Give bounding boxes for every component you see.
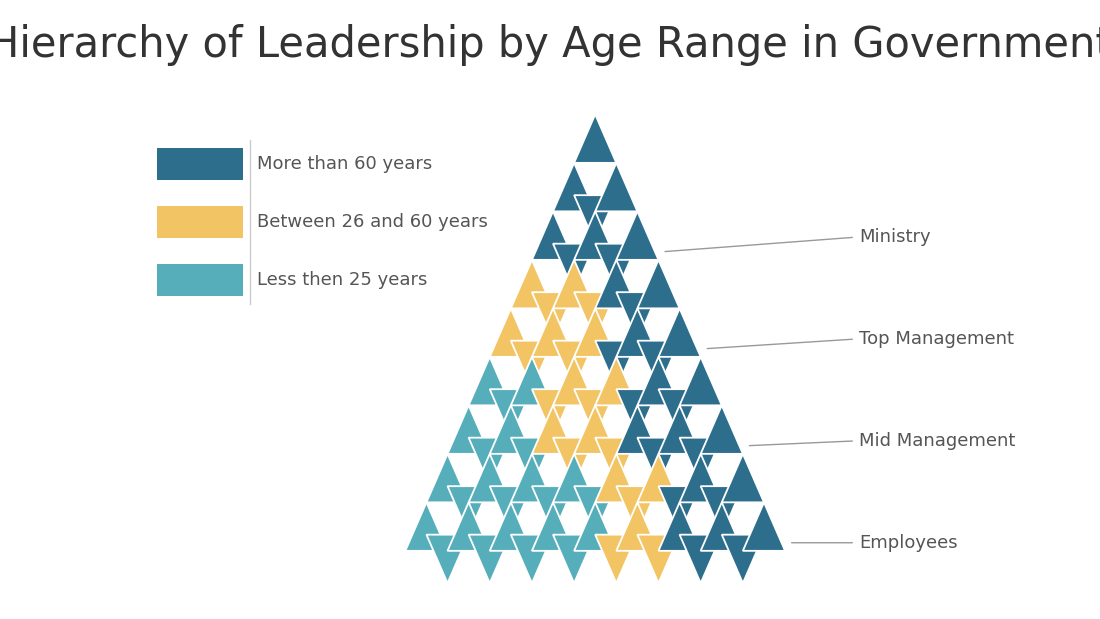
Polygon shape [427, 454, 469, 503]
Polygon shape [595, 535, 637, 583]
Polygon shape [722, 454, 764, 503]
Polygon shape [659, 486, 701, 535]
Polygon shape [574, 195, 616, 244]
Polygon shape [553, 438, 595, 486]
Polygon shape [469, 535, 510, 583]
Polygon shape [532, 405, 574, 454]
Polygon shape [722, 535, 764, 583]
Polygon shape [490, 389, 532, 438]
Polygon shape [680, 535, 722, 583]
Polygon shape [616, 211, 659, 260]
Polygon shape [553, 340, 595, 389]
Polygon shape [469, 454, 510, 503]
Polygon shape [532, 389, 574, 438]
FancyBboxPatch shape [156, 206, 243, 238]
Polygon shape [595, 340, 637, 389]
Polygon shape [510, 357, 553, 405]
Polygon shape [532, 503, 574, 551]
Text: Less then 25 years: Less then 25 years [257, 271, 427, 289]
Polygon shape [701, 503, 743, 551]
Polygon shape [680, 438, 722, 486]
Polygon shape [659, 503, 701, 551]
Polygon shape [637, 454, 680, 503]
Polygon shape [595, 244, 637, 292]
Polygon shape [595, 357, 637, 405]
Polygon shape [490, 503, 532, 551]
Polygon shape [574, 308, 616, 357]
Polygon shape [659, 308, 701, 357]
Polygon shape [553, 260, 595, 308]
FancyBboxPatch shape [156, 148, 243, 180]
Polygon shape [510, 438, 553, 486]
Polygon shape [637, 340, 680, 389]
Polygon shape [595, 438, 637, 486]
Polygon shape [659, 389, 701, 438]
Polygon shape [574, 115, 616, 163]
Polygon shape [553, 454, 595, 503]
Polygon shape [448, 486, 490, 535]
Polygon shape [574, 389, 616, 438]
Polygon shape [427, 535, 469, 583]
Polygon shape [595, 163, 637, 211]
Text: Mid Management: Mid Management [859, 432, 1015, 450]
FancyBboxPatch shape [156, 264, 243, 296]
Polygon shape [532, 292, 574, 340]
Polygon shape [510, 340, 553, 389]
Polygon shape [616, 389, 659, 438]
Polygon shape [469, 357, 510, 405]
Text: Ministry: Ministry [859, 228, 931, 246]
Polygon shape [616, 292, 659, 340]
Polygon shape [637, 260, 680, 308]
Polygon shape [553, 163, 595, 211]
Polygon shape [701, 486, 743, 535]
Polygon shape [448, 405, 490, 454]
Polygon shape [659, 405, 701, 454]
Polygon shape [532, 211, 574, 260]
Polygon shape [553, 244, 595, 292]
Polygon shape [616, 503, 659, 551]
Polygon shape [701, 405, 743, 454]
Polygon shape [510, 535, 553, 583]
Polygon shape [574, 292, 616, 340]
Polygon shape [742, 503, 785, 551]
Polygon shape [637, 357, 680, 405]
Text: More than 60 years: More than 60 years [257, 155, 432, 173]
Polygon shape [616, 486, 659, 535]
Polygon shape [574, 486, 616, 535]
Polygon shape [532, 486, 574, 535]
Polygon shape [553, 357, 595, 405]
Polygon shape [469, 438, 510, 486]
Text: Top Management: Top Management [859, 330, 1014, 348]
Polygon shape [574, 503, 616, 551]
Polygon shape [405, 503, 448, 551]
Text: Between 26 and 60 years: Between 26 and 60 years [257, 213, 487, 231]
Text: Hierarchy of Leadership by Age Range in Government: Hierarchy of Leadership by Age Range in … [0, 24, 1100, 66]
Polygon shape [637, 535, 680, 583]
Polygon shape [616, 308, 659, 357]
Polygon shape [595, 454, 637, 503]
Polygon shape [680, 357, 722, 405]
Polygon shape [490, 308, 532, 357]
Polygon shape [637, 438, 680, 486]
Polygon shape [490, 405, 532, 454]
Polygon shape [448, 503, 490, 551]
Polygon shape [595, 260, 637, 308]
Polygon shape [510, 260, 553, 308]
Polygon shape [680, 454, 722, 503]
Polygon shape [553, 535, 595, 583]
Polygon shape [510, 454, 553, 503]
Text: Employees: Employees [859, 534, 957, 552]
Polygon shape [532, 308, 574, 357]
Polygon shape [574, 405, 616, 454]
Polygon shape [574, 211, 616, 260]
Polygon shape [490, 486, 532, 535]
Polygon shape [616, 405, 659, 454]
